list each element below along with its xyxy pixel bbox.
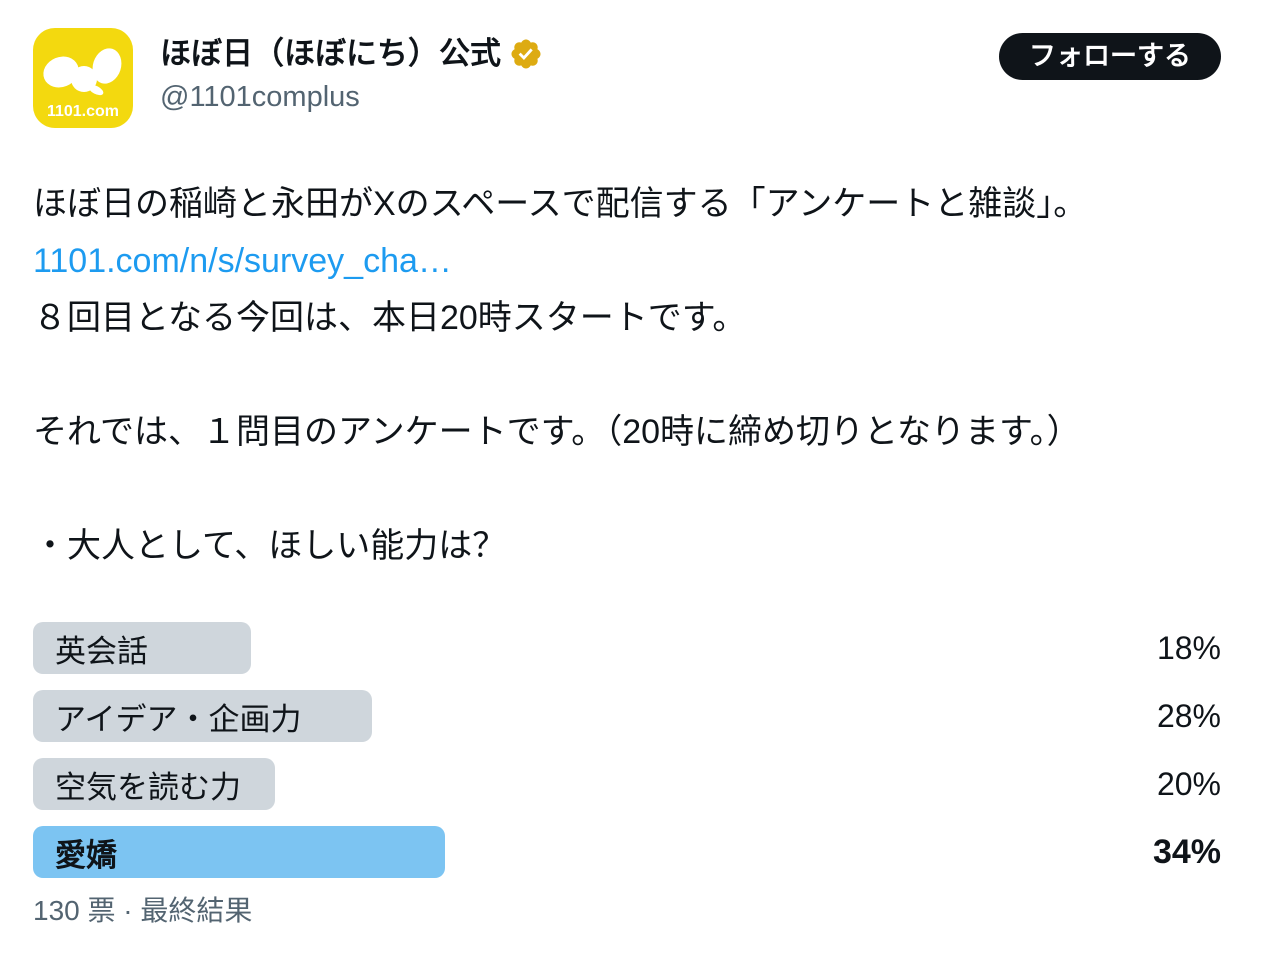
poll-option-bar: 英会話: [33, 622, 252, 674]
poll-footer: 130 票 · 最終結果: [33, 895, 253, 926]
follow-button[interactable]: フォローする: [999, 33, 1221, 80]
poll-results: 英会話 18% アイデア・企画力 28% 空気を読む力 20% 愛嬌 34% 1…: [33, 622, 1221, 928]
poll-option-row: 空気を読む力 20%: [33, 758, 1221, 810]
tweet-text-line: ８回目となる今回は、本日20時スタートです。: [33, 299, 747, 337]
gold-verified-icon: [509, 37, 543, 71]
poll-option-row: 愛嬌 34%: [33, 826, 1221, 878]
poll-option-label: 空気を読む力: [55, 769, 241, 805]
poll-option-bar: 空気を読む力: [33, 758, 276, 810]
display-name[interactable]: ほぼ日（ほぼにち）公式: [160, 36, 501, 71]
tweet-paragraph: それでは、１問目のアンケートです。（20時に締め切りとなります。）: [33, 413, 1081, 451]
poll-option-percent: 18%: [1156, 629, 1221, 666]
poll-option-label: 愛嬌: [55, 837, 117, 873]
tweet-header: 1101.com ほぼ日（ほぼにち）公式 @1101complus フォローする: [33, 28, 1221, 128]
poll-option-percent: 34%: [1152, 832, 1221, 871]
poll-option-bar: アイデア・企画力: [33, 690, 373, 742]
poll-option-label: 英会話: [55, 633, 148, 669]
poll-option-row: 英会話 18%: [33, 622, 1221, 674]
poll-option-percent: 28%: [1156, 697, 1221, 734]
svg-text:1101.com: 1101.com: [47, 103, 119, 120]
display-name-row: ほぼ日（ほぼにち）公式: [160, 36, 543, 72]
account-id-block[interactable]: ほぼ日（ほぼにち）公式 @1101complus: [160, 28, 543, 114]
account-handle[interactable]: @1101complus: [160, 81, 360, 113]
poll-option-percent: 20%: [1156, 765, 1221, 802]
hobonichi-logo-icon: 1101.com: [43, 48, 122, 120]
tweet-body: ほぼ日の稲崎と永田がXのスペースで配信する「アンケートと雑談」。 1101.co…: [33, 176, 1221, 575]
tweet-text-line: ほぼ日の稲崎と永田がXのスペースで配信する「アンケートと雑談」。: [33, 185, 1088, 223]
poll-option-label: アイデア・企画力: [55, 701, 302, 737]
tweet-paragraph: ほぼ日の稲崎と永田がXのスペースで配信する「アンケートと雑談」。 1101.co…: [33, 176, 1221, 347]
poll-option-bar: 愛嬌: [33, 826, 445, 878]
poll-option-row: アイデア・企画力 28%: [33, 690, 1221, 742]
avatar[interactable]: 1101.com: [33, 28, 133, 128]
tweet-link[interactable]: 1101.com/n/s/survey_cha…: [33, 242, 452, 280]
tweet-question: ・大人として、ほしい能力は？: [33, 527, 507, 565]
